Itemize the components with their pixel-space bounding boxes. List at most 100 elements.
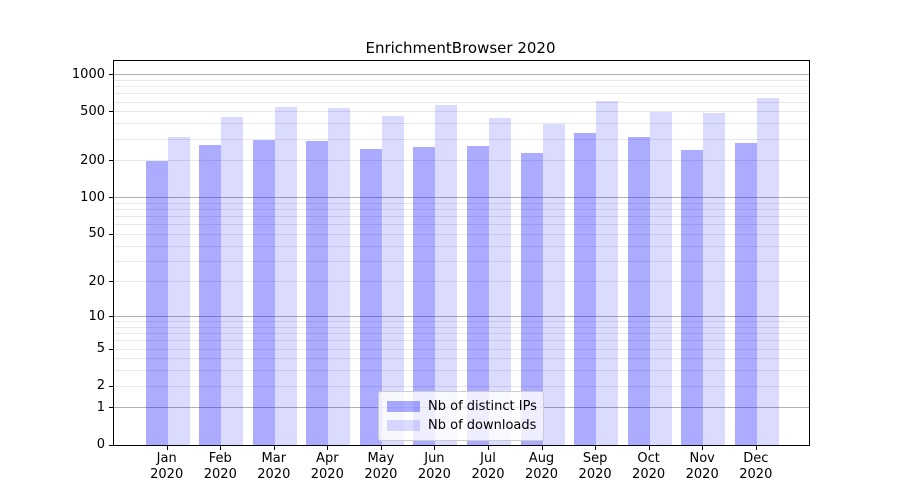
gridline-minor bbox=[114, 333, 809, 335]
legend-swatch-distinct-ips bbox=[387, 401, 420, 412]
bar-nb-of-distinct-ips bbox=[681, 150, 704, 445]
y-tick bbox=[109, 197, 113, 199]
y-tick bbox=[109, 281, 113, 283]
bar-nb-of-distinct-ips bbox=[734, 142, 757, 445]
x-tick-label: Jan 2020 bbox=[150, 451, 184, 482]
y-tick-label: 20 bbox=[88, 273, 105, 289]
gridline-minor bbox=[114, 358, 809, 360]
y-tick bbox=[109, 444, 113, 446]
gridline-minor bbox=[114, 348, 809, 350]
x-tick bbox=[702, 446, 704, 450]
x-tick-label: Feb 2020 bbox=[203, 451, 237, 482]
legend-label-downloads: Nb of downloads bbox=[428, 418, 537, 433]
x-tick bbox=[327, 446, 329, 450]
gridline-minor bbox=[114, 79, 809, 81]
bar-nb-of-downloads bbox=[756, 98, 779, 445]
y-tick bbox=[109, 316, 113, 317]
x-tick bbox=[648, 446, 650, 450]
gridline-minor bbox=[114, 260, 809, 262]
gridline-minor bbox=[114, 123, 809, 125]
gridline-major bbox=[114, 74, 809, 76]
gridline-minor bbox=[114, 340, 809, 342]
bar-nb-of-distinct-ips bbox=[467, 146, 489, 445]
bar-nb-of-downloads bbox=[489, 117, 511, 445]
x-tick bbox=[273, 446, 275, 450]
bar-nb-of-downloads bbox=[649, 111, 672, 445]
gridline-minor bbox=[114, 138, 809, 140]
bar-nb-of-distinct-ips bbox=[252, 140, 275, 445]
y-tick bbox=[109, 407, 113, 409]
bar-nb-of-distinct-ips bbox=[145, 161, 168, 445]
bar-nb-of-downloads bbox=[328, 107, 351, 445]
y-tick-label: 2 bbox=[96, 378, 105, 394]
x-tick bbox=[220, 446, 222, 450]
chart-title: EnrichmentBrowser 2020 bbox=[365, 39, 556, 57]
gridline-minor bbox=[114, 111, 809, 113]
x-tick bbox=[166, 446, 168, 450]
gridline-minor bbox=[114, 101, 809, 103]
bar-nb-of-downloads bbox=[381, 116, 404, 445]
gridline-minor bbox=[114, 385, 809, 387]
bar-nb-of-distinct-ips bbox=[520, 153, 543, 445]
gridline-minor bbox=[114, 202, 809, 204]
y-tick-label: 50 bbox=[88, 226, 105, 242]
x-tick-label: Jul 2020 bbox=[471, 451, 505, 482]
gridline-minor bbox=[114, 86, 809, 88]
bar-nb-of-distinct-ips bbox=[199, 145, 222, 445]
legend-swatch-downloads bbox=[387, 420, 420, 431]
gridline-minor bbox=[114, 321, 809, 323]
y-tick bbox=[109, 348, 113, 350]
bar-nb-of-downloads bbox=[435, 104, 458, 445]
y-tick-label: 5 bbox=[96, 341, 105, 356]
y-tick bbox=[109, 233, 113, 235]
legend-label-distinct-ips: Nb of distinct IPs bbox=[428, 399, 537, 414]
x-tick-label: Mar 2020 bbox=[257, 451, 291, 482]
x-tick-label: Dec 2020 bbox=[739, 451, 773, 482]
x-tick-label: Oct 2020 bbox=[632, 451, 666, 482]
y-tick bbox=[109, 111, 113, 113]
bar-nb-of-downloads bbox=[596, 101, 619, 445]
bar-nb-of-distinct-ips bbox=[574, 132, 597, 445]
x-tick-label: Jun 2020 bbox=[417, 451, 451, 482]
x-tick-label: May 2020 bbox=[364, 451, 398, 482]
x-tick-label: Sep 2020 bbox=[578, 451, 612, 482]
gridline-minor bbox=[114, 281, 809, 283]
gridline-minor bbox=[114, 245, 809, 247]
legend-entry-downloads: Nb of downloads bbox=[387, 416, 537, 435]
gridline-minor bbox=[114, 216, 809, 218]
bar-nb-of-downloads bbox=[274, 106, 297, 445]
y-tick-label: 100 bbox=[80, 189, 105, 205]
gridline-minor bbox=[114, 233, 809, 235]
y-tick-label: 500 bbox=[80, 103, 105, 119]
bar-nb-of-distinct-ips bbox=[306, 141, 329, 445]
y-tick bbox=[109, 74, 113, 76]
gridline-major bbox=[114, 197, 809, 199]
y-tick-label: 1 bbox=[96, 399, 105, 415]
x-tick-label: Aug 2020 bbox=[524, 451, 559, 482]
y-tick-label: 1000 bbox=[71, 66, 105, 82]
y-tick-label: 200 bbox=[80, 152, 105, 168]
gridline-major bbox=[114, 316, 809, 317]
legend: Nb of distinct IPs Nb of downloads bbox=[378, 391, 544, 441]
x-tick-label: Nov 2020 bbox=[685, 451, 719, 482]
bar-nb-of-distinct-ips bbox=[627, 137, 650, 445]
bar-nb-of-downloads bbox=[221, 116, 244, 445]
x-tick bbox=[541, 446, 543, 450]
gridline-minor bbox=[114, 224, 809, 226]
x-tick bbox=[755, 446, 757, 450]
x-tick bbox=[488, 446, 489, 450]
y-tick bbox=[109, 385, 113, 387]
plot-area bbox=[113, 60, 810, 446]
bar-nb-of-distinct-ips bbox=[359, 148, 382, 445]
gridline-minor bbox=[114, 209, 809, 210]
x-tick bbox=[380, 446, 382, 450]
bar-nb-of-downloads bbox=[542, 124, 565, 445]
y-tick-label: 0 bbox=[96, 437, 105, 452]
gridline-minor bbox=[114, 326, 809, 328]
x-tick bbox=[434, 446, 436, 450]
x-tick-label: Apr 2020 bbox=[310, 451, 344, 482]
x-tick bbox=[595, 446, 597, 450]
gridline-minor bbox=[114, 370, 809, 372]
y-tick-label: 10 bbox=[88, 308, 105, 324]
legend-entry-distinct-ips: Nb of distinct IPs bbox=[387, 397, 537, 416]
